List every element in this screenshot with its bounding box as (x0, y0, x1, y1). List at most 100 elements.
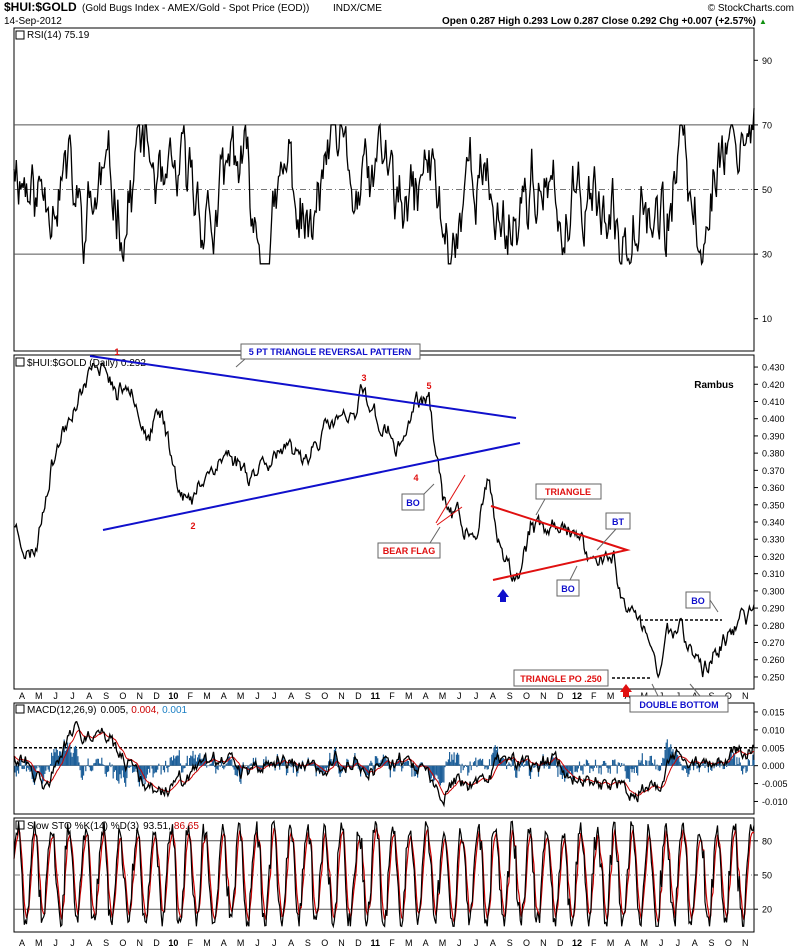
bo-1-box (401, 493, 425, 511)
ohlc-readout: Open 0.287 High 0.293 Low 0.287 Close 0.… (442, 16, 756, 27)
x-axis-label: S (305, 691, 311, 701)
macd-tick-label: 0.005 (762, 743, 785, 753)
price-tick-label: 0.400 (762, 414, 785, 424)
x-axis-label: O (321, 691, 328, 701)
price-tick-label: 0.420 (762, 380, 785, 390)
x-axis-label: S (305, 938, 311, 948)
x-axis-label: F (187, 938, 193, 948)
x-axis-label: F (389, 691, 395, 701)
price-tick-label: 0.360 (762, 483, 785, 493)
price-tick-label: 0.250 (762, 672, 785, 682)
x-axis-label: N (338, 691, 345, 701)
x-axis-label: D (557, 938, 564, 948)
x-axis-label: F (187, 691, 193, 701)
x-axis-label: D (355, 938, 362, 948)
double-bottom-box (629, 695, 729, 713)
macd-tick-label: 0.015 (762, 707, 785, 717)
x-axis-label: S (103, 938, 109, 948)
x-axis-label: A (19, 691, 25, 701)
y-axis-ticks: 90 70 50 30 10 0.430 0.420 0.410 0.400 0.390 0.380… (754, 56, 788, 915)
x-axis-label: M (35, 691, 43, 701)
red-triangle-lines (490, 505, 631, 581)
x-axis-label: S (507, 938, 513, 948)
x-axis-label: M (203, 691, 211, 701)
point-5-label: 5 (426, 381, 431, 391)
x-axis-label: J (53, 938, 58, 948)
x-axis-label: J (255, 691, 260, 701)
macd-legend-signal: 0.004, (131, 705, 159, 716)
x-axis-label: 12 (572, 691, 582, 701)
x-axis-label: M (607, 938, 615, 948)
sto-legend: Slow STO %K(14) %D(3) 93.51, 86.65 (27, 821, 199, 832)
sto-legend-name: Slow STO %K(14) %D(3) (27, 821, 139, 832)
x-axis-label: O (523, 938, 530, 948)
macd-line (13, 720, 755, 808)
date-label: 14-Sep-2012 (4, 16, 62, 27)
x-axis-label: J (474, 938, 479, 948)
x-axis-label: N (540, 691, 547, 701)
price-tick-label: 0.410 (762, 397, 785, 407)
bo-2-label: BO (561, 584, 575, 594)
double-bottom-pointer-a (651, 683, 659, 697)
double-bottom-label: DOUBLE BOTTOM (639, 700, 718, 710)
x-axis-label: A (86, 691, 92, 701)
price-tick-label: 0.350 (762, 500, 785, 510)
sto-tick-label: 80 (762, 836, 772, 846)
author-label: Rambus (694, 380, 734, 391)
x-axis-label: 12 (572, 938, 582, 948)
x-axis-label: S (103, 691, 109, 701)
price-tick-label: 0.270 (762, 638, 785, 648)
x-axis-label: J (272, 691, 277, 701)
pattern-title: 5 PT TRIANGLE REVERSAL PATTERN (249, 347, 412, 357)
x-axis-label: 10 (168, 691, 178, 701)
macd-tick-label: -0.010 (762, 797, 788, 807)
price-tick-label: 0.370 (762, 466, 785, 476)
rsi-legend: RSI(14) 75.19 (27, 30, 90, 41)
x-axis-label: O (119, 938, 126, 948)
up-arrow-icon: ▲ (759, 17, 767, 26)
triangle-box (535, 483, 602, 500)
macd-legend-icon (15, 704, 25, 714)
point-1-label: 1 (114, 347, 119, 357)
x-axis-label: A (221, 938, 227, 948)
price-tick-label: 0.340 (762, 518, 785, 528)
x-axis-label: N (742, 938, 749, 948)
x-axis-label: J (676, 938, 681, 948)
price-tick-label: 0.390 (762, 431, 785, 441)
x-axis-label: O (119, 691, 126, 701)
sto-k-line (13, 820, 755, 929)
triangle-po-label: TRIANGLE PO .250 (520, 674, 602, 684)
x-axis-label: M (35, 938, 43, 948)
x-axis-label: A (86, 938, 92, 948)
sto-tick-label: 20 (762, 905, 772, 915)
bt-label: BT (612, 517, 624, 527)
x-axis-label: A (288, 938, 294, 948)
x-axis-label: N (136, 691, 143, 701)
x-axis-label: A (692, 938, 698, 948)
x-axis-label: N (136, 938, 143, 948)
bear-flag-box (377, 542, 441, 559)
sto-legend-k: 93.51, (143, 821, 171, 832)
x-axis-label: 11 (370, 691, 380, 701)
x-axis-label: O (523, 691, 530, 701)
x-axis-label: M (439, 691, 447, 701)
x-axis-label: D (153, 691, 160, 701)
price-tick-label: 0.330 (762, 535, 785, 545)
x-axis-label: A (490, 691, 496, 701)
x-axis-label: M (641, 938, 649, 948)
pattern-annotations: 5 PT TRIANGLE REVERSAL PATTERN 1 2 3 4 5… (89, 343, 734, 713)
x-axis-label: A (288, 691, 294, 701)
x-axis-label: O (321, 938, 328, 948)
pattern-title-pointer (235, 358, 246, 368)
rsi-tick-label: 70 (762, 120, 772, 130)
sto-legend-d: 86.65 (174, 821, 199, 832)
x-axis-label: J (272, 938, 277, 948)
x-axis-label: J (70, 691, 75, 701)
x-axis-label: 10 (168, 938, 178, 948)
x-axis-label: F (591, 691, 597, 701)
bear-flag-pointer (429, 526, 441, 544)
macd-tick-label: -0.005 (762, 779, 788, 789)
rsi-tick-label: 50 (762, 185, 772, 195)
bear-flag-label: BEAR FLAG (383, 546, 436, 556)
